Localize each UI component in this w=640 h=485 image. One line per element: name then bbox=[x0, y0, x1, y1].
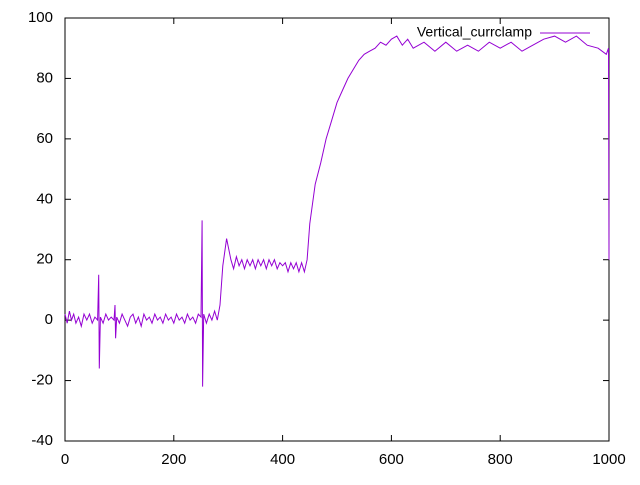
plot-frame bbox=[64, 17, 610, 442]
x-tick-label: 0 bbox=[61, 451, 69, 468]
y-tick-label: 0 bbox=[45, 311, 53, 328]
data-line bbox=[64, 35, 610, 387]
x-tick-label: 200 bbox=[161, 451, 186, 468]
y-tick-label: 20 bbox=[36, 251, 53, 268]
y-tick-label: 100 bbox=[28, 9, 53, 26]
x-tick-label: 800 bbox=[488, 451, 513, 468]
y-tick-label: -20 bbox=[31, 372, 53, 389]
x-tick-label: 1000 bbox=[592, 451, 625, 468]
legend-label: Vertical_currclamp bbox=[417, 24, 532, 40]
y-tick-label: 80 bbox=[36, 69, 53, 86]
y-tick-label: 60 bbox=[36, 130, 53, 147]
y-tick-label: 40 bbox=[36, 190, 53, 207]
x-tick-label: 400 bbox=[270, 451, 295, 468]
y-tick-label: -40 bbox=[31, 432, 53, 449]
x-tick-label: 600 bbox=[379, 451, 404, 468]
